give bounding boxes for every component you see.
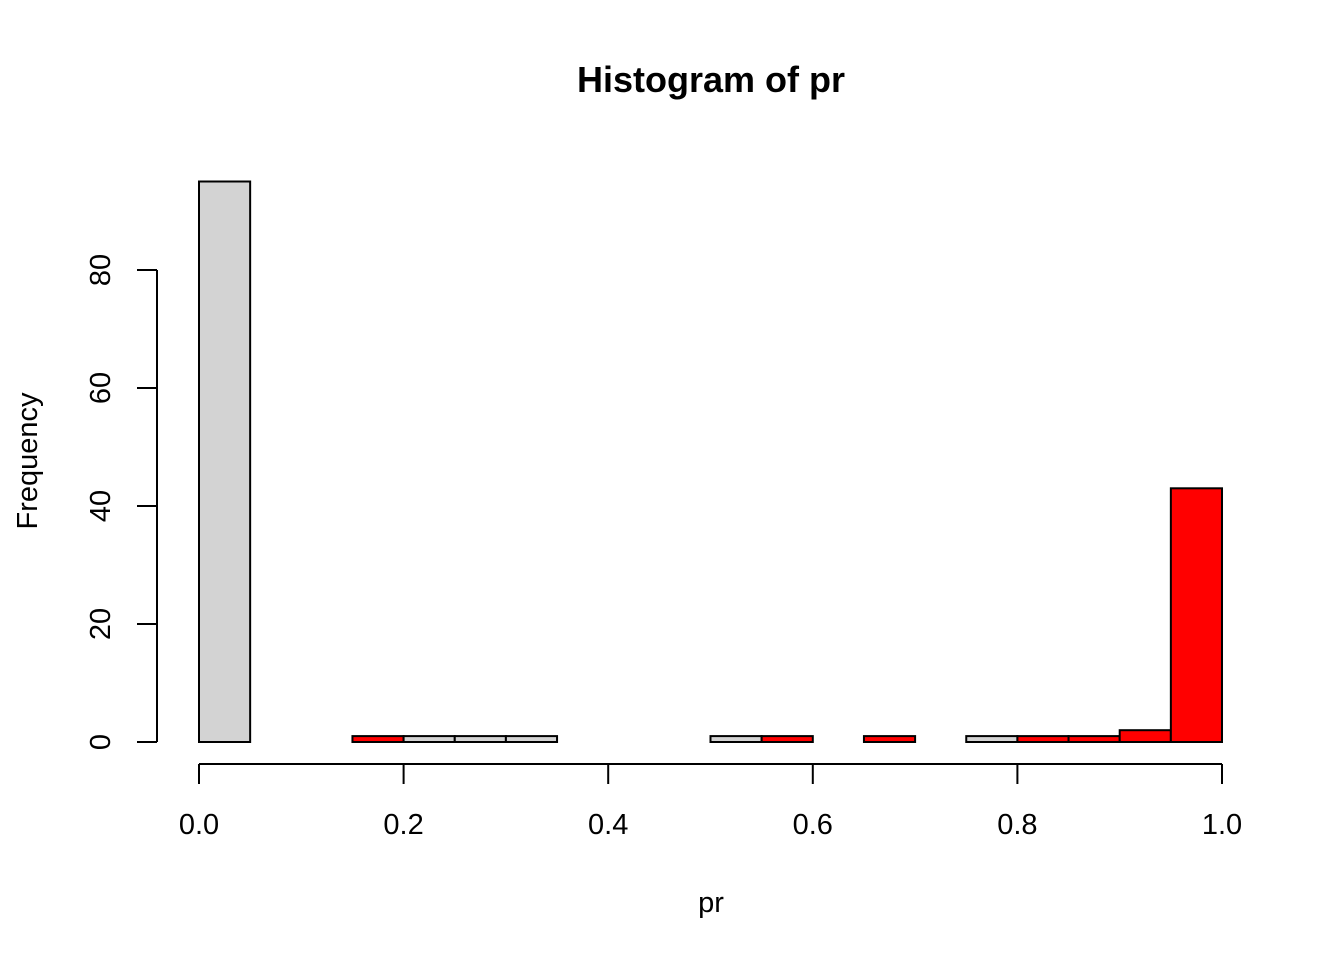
y-tick-label: 80 <box>85 254 117 286</box>
histogram-bar <box>402 735 456 743</box>
histogram-bar <box>453 735 507 743</box>
histogram-bar <box>1016 735 1070 743</box>
histogram-bar <box>198 180 252 743</box>
y-axis: 0 20 40 60 80 <box>85 254 158 750</box>
bars-group <box>198 180 1223 744</box>
x-axis-label: pr <box>698 887 724 919</box>
histogram-bar <box>862 735 917 743</box>
x-axis: 0.0 0.2 0.4 0.6 0.8 1.0 <box>179 763 1242 841</box>
x-tick-label: 0.0 <box>179 809 219 841</box>
histogram-bar <box>1169 487 1223 743</box>
histogram-bar <box>504 735 559 743</box>
histogram-bar <box>1118 729 1172 744</box>
chart-title: Histogram of pr <box>577 59 845 100</box>
x-tick-label: 0.8 <box>997 809 1037 841</box>
x-tick-label: 0.4 <box>588 809 628 841</box>
x-tick-label: 0.2 <box>383 809 423 841</box>
x-tick-label: 1.0 <box>1202 809 1242 841</box>
histogram-bar <box>1067 735 1121 743</box>
y-axis-label: Frequency <box>12 392 44 530</box>
y-tick-label: 60 <box>85 372 117 404</box>
histogram-bar <box>709 735 763 743</box>
histogram-bar <box>351 735 405 743</box>
histogram-bar <box>760 735 814 743</box>
x-tick-label: 0.6 <box>793 809 833 841</box>
histogram-bar <box>965 735 1019 743</box>
y-tick-label: 40 <box>85 490 117 522</box>
y-tick-label: 20 <box>85 608 117 640</box>
y-tick-label: 0 <box>85 734 117 750</box>
